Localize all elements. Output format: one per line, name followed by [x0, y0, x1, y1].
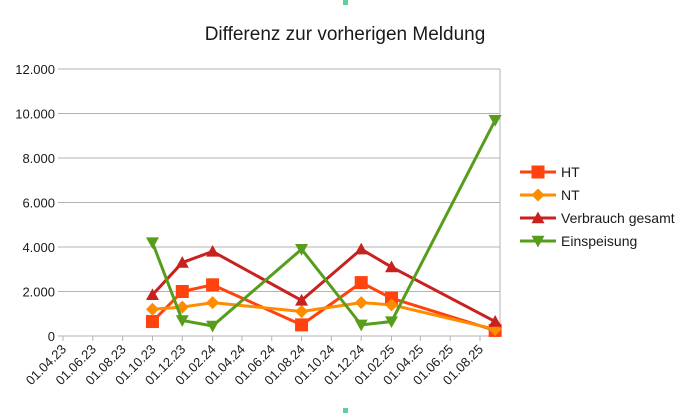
grid	[58, 68, 501, 337]
data-point	[354, 242, 368, 255]
legend-label: Einspeisung	[561, 233, 637, 249]
legend-marker	[531, 165, 545, 179]
y-tick-label: 8.000	[22, 151, 55, 166]
data-point	[385, 260, 399, 273]
legend: HT NT Verbrauch gesamt Einspeisung	[520, 164, 675, 249]
series-2	[145, 242, 502, 327]
y-tick-label: 6.000	[22, 196, 55, 211]
data-point	[145, 288, 159, 301]
legend-item: HT	[520, 164, 580, 180]
data-point	[354, 319, 368, 332]
data-point	[385, 298, 399, 312]
legend-marker	[531, 188, 545, 202]
data-point	[175, 256, 189, 268]
data-point	[145, 237, 159, 250]
legend-label: Verbrauch gesamt	[561, 210, 675, 226]
data-point	[385, 316, 399, 329]
series-group	[145, 114, 502, 337]
data-point	[206, 296, 220, 310]
data-point	[295, 293, 309, 306]
data-point	[354, 296, 368, 310]
selection-handle-top[interactable]	[343, 0, 348, 5]
y-tick-label: 4.000	[22, 240, 55, 255]
data-point	[206, 278, 220, 292]
data-point	[295, 244, 309, 256]
data-point	[295, 305, 309, 319]
legend-item: Einspeisung	[520, 233, 637, 249]
data-point	[488, 114, 502, 127]
y-axis-ticks: 0 2.000 4.000 6.000 8.000 10.000 12.000	[15, 62, 55, 344]
y-tick-label: 2.000	[22, 285, 55, 300]
x-axis-ticks: 01.04.2301.06.2301.08.2301.10.2301.12.23…	[23, 336, 486, 388]
data-point	[206, 244, 220, 257]
legend-label: HT	[561, 164, 580, 180]
data-point	[354, 276, 368, 290]
y-tick-label: 0	[48, 329, 55, 344]
y-tick-label: 12.000	[15, 62, 55, 77]
data-point	[175, 315, 189, 327]
legend-marker	[531, 235, 545, 248]
y-tick-label: 10.000	[15, 107, 55, 122]
series-3	[145, 114, 502, 333]
data-point	[295, 318, 309, 332]
legend-label: NT	[561, 187, 580, 203]
data-point	[385, 291, 399, 305]
legend-item: NT	[520, 187, 580, 203]
chart-title: Differenz zur vorherigen Meldung	[205, 24, 486, 45]
legend-item: Verbrauch gesamt	[520, 210, 675, 226]
data-point	[175, 285, 189, 298]
series-0	[145, 276, 502, 337]
data-point	[488, 315, 502, 327]
data-point	[145, 315, 159, 329]
legend-marker	[531, 211, 545, 224]
data-point	[206, 320, 220, 333]
selection-handle-bottom[interactable]	[343, 408, 348, 413]
data-point	[145, 302, 159, 316]
